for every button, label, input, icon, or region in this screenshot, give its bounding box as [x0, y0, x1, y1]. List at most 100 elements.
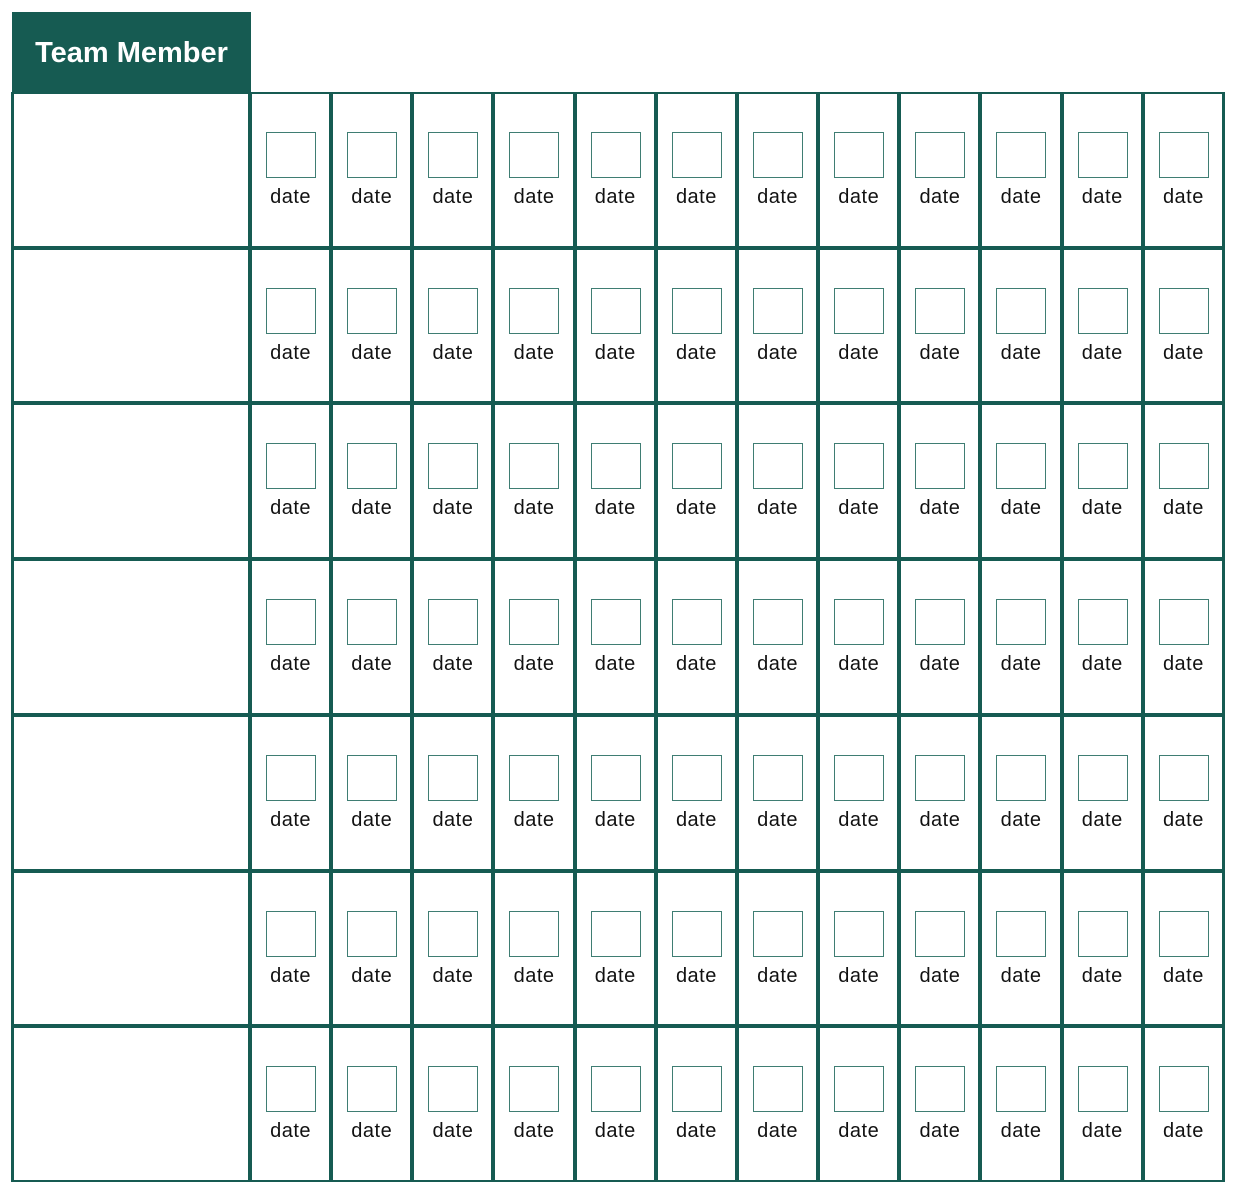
date-label[interactable]: date — [1081, 653, 1123, 676]
checkbox[interactable] — [509, 132, 560, 178]
checkbox[interactable] — [347, 1066, 398, 1113]
checkbox[interactable] — [509, 1066, 560, 1113]
date-label[interactable]: date — [594, 186, 636, 208]
checkbox[interactable] — [266, 132, 316, 178]
date-label[interactable]: date — [675, 341, 717, 364]
date-label[interactable]: date — [432, 808, 474, 831]
checkbox[interactable] — [915, 599, 966, 646]
checkbox[interactable] — [428, 132, 479, 178]
date-label[interactable]: date — [757, 341, 799, 364]
date-label[interactable]: date — [1000, 186, 1042, 208]
checkbox[interactable] — [509, 443, 560, 490]
checkbox[interactable] — [1158, 443, 1209, 490]
checkbox[interactable] — [996, 287, 1047, 334]
date-label[interactable]: date — [1081, 497, 1123, 520]
checkbox[interactable] — [347, 443, 398, 490]
date-label[interactable]: date — [432, 497, 474, 520]
checkbox[interactable] — [509, 599, 560, 646]
date-label[interactable]: date — [351, 808, 393, 831]
date-label[interactable]: date — [757, 808, 799, 831]
date-label[interactable]: date — [513, 653, 555, 676]
team-member-name-cell[interactable] — [12, 403, 250, 560]
checkbox[interactable] — [1158, 599, 1209, 646]
date-label[interactable]: date — [270, 341, 312, 364]
checkbox[interactable] — [996, 443, 1047, 490]
checkbox[interactable] — [266, 287, 316, 334]
checkbox[interactable] — [1158, 754, 1209, 801]
date-label[interactable]: date — [838, 964, 880, 987]
date-label[interactable]: date — [1000, 808, 1042, 831]
checkbox[interactable] — [590, 599, 641, 646]
checkbox[interactable] — [752, 599, 803, 646]
team-member-name-cell[interactable] — [12, 247, 250, 404]
checkbox[interactable] — [347, 754, 398, 801]
checkbox[interactable] — [1077, 287, 1128, 334]
checkbox[interactable] — [347, 910, 398, 957]
checkbox[interactable] — [834, 132, 885, 178]
checkbox[interactable] — [428, 443, 479, 490]
checkbox[interactable] — [1077, 754, 1128, 801]
checkbox[interactable] — [752, 1066, 803, 1113]
date-label[interactable]: date — [1162, 808, 1204, 831]
checkbox[interactable] — [752, 443, 803, 490]
checkbox[interactable] — [671, 287, 722, 334]
date-label[interactable]: date — [270, 964, 312, 987]
checkbox[interactable] — [266, 443, 316, 490]
date-label[interactable]: date — [919, 186, 961, 208]
checkbox[interactable] — [671, 754, 722, 801]
checkbox[interactable] — [834, 754, 885, 801]
date-label[interactable]: date — [675, 497, 717, 520]
date-label[interactable]: date — [1162, 186, 1204, 208]
date-label[interactable]: date — [757, 497, 799, 520]
date-label[interactable]: date — [270, 1120, 312, 1143]
date-label[interactable]: date — [513, 497, 555, 520]
date-label[interactable]: date — [838, 1120, 880, 1143]
checkbox[interactable] — [1077, 1066, 1128, 1113]
date-label[interactable]: date — [675, 1120, 717, 1143]
date-label[interactable]: date — [1162, 1120, 1204, 1143]
date-label[interactable]: date — [919, 497, 961, 520]
team-member-name-cell[interactable] — [12, 92, 250, 248]
date-label[interactable]: date — [1162, 497, 1204, 520]
checkbox[interactable] — [590, 287, 641, 334]
checkbox[interactable] — [996, 1066, 1047, 1113]
checkbox[interactable] — [1158, 287, 1209, 334]
checkbox[interactable] — [428, 754, 479, 801]
date-label[interactable]: date — [513, 1120, 555, 1143]
date-label[interactable]: date — [351, 497, 393, 520]
checkbox[interactable] — [590, 910, 641, 957]
checkbox[interactable] — [590, 132, 641, 178]
date-label[interactable]: date — [1081, 808, 1123, 831]
date-label[interactable]: date — [1162, 653, 1204, 676]
date-label[interactable]: date — [432, 653, 474, 676]
date-label[interactable]: date — [594, 964, 636, 987]
date-label[interactable]: date — [1081, 341, 1123, 364]
date-label[interactable]: date — [1081, 1120, 1123, 1143]
date-label[interactable]: date — [513, 808, 555, 831]
date-label[interactable]: date — [594, 497, 636, 520]
date-label[interactable]: date — [1000, 497, 1042, 520]
date-label[interactable]: date — [594, 341, 636, 364]
date-label[interactable]: date — [919, 653, 961, 676]
checkbox[interactable] — [590, 443, 641, 490]
date-label[interactable]: date — [838, 653, 880, 676]
date-label[interactable]: date — [270, 497, 312, 520]
date-label[interactable]: date — [270, 808, 312, 831]
date-label[interactable]: date — [675, 808, 717, 831]
date-label[interactable]: date — [838, 497, 880, 520]
date-label[interactable]: date — [675, 653, 717, 676]
team-member-name-cell[interactable] — [12, 870, 250, 1027]
checkbox[interactable] — [834, 599, 885, 646]
checkbox[interactable] — [671, 599, 722, 646]
date-label[interactable]: date — [594, 653, 636, 676]
checkbox[interactable] — [1158, 132, 1209, 178]
date-label[interactable]: date — [919, 341, 961, 364]
checkbox[interactable] — [915, 287, 966, 334]
date-label[interactable]: date — [594, 808, 636, 831]
date-label[interactable]: date — [1162, 964, 1204, 987]
checkbox[interactable] — [915, 754, 966, 801]
date-label[interactable]: date — [594, 1120, 636, 1143]
date-label[interactable]: date — [757, 186, 799, 208]
date-label[interactable]: date — [838, 186, 880, 208]
checkbox[interactable] — [996, 910, 1047, 957]
